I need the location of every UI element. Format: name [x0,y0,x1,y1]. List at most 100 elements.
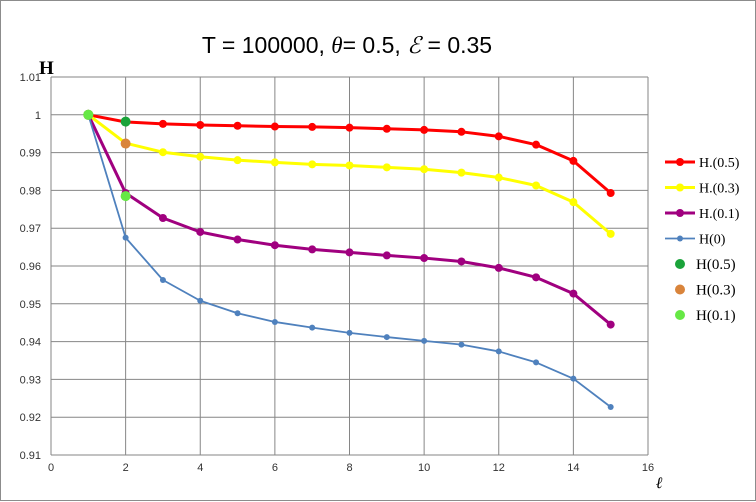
title-theta-value: = 0.5, [343,32,408,58]
title-epsilon-value: = 0.35 [421,32,492,58]
series-0-point-5 [270,122,279,131]
x-tick-label-3: 6 [272,462,278,474]
legend-label-0: H.(0.5) [699,156,740,171]
series-2-point-9 [420,254,429,263]
series-0-point-4 [233,121,242,130]
series-0-point-10 [457,127,466,136]
legend-marker-4 [675,259,685,269]
series-1-point-9 [420,165,429,174]
x-tick-label-2: 4 [197,462,203,474]
legend-marker-1 [676,183,684,192]
legend-label-4: H(0.5) [696,257,736,273]
series-2-point-3 [196,227,205,236]
x-tick-label-1: 2 [123,462,129,474]
data-series [83,109,615,410]
series-2-point-8 [382,251,391,260]
x-axis-label: ℓ [655,475,663,492]
legend-label-3: H(0) [699,233,726,248]
series-3-point-13 [570,375,577,382]
series-0-point-13 [569,156,578,165]
series-1-point-2 [158,148,167,157]
series-3-point-3 [197,297,204,304]
series-0-point-6 [308,122,317,131]
y-tick-label-3: 0.94 [20,337,41,349]
series-3-point-11 [495,348,502,355]
series-1 [84,110,615,238]
series-0-point-8 [382,124,391,133]
y-axis-label: H [39,58,54,79]
grid-lines [50,76,649,456]
series-2-point-13 [569,289,578,298]
series-2-point-11 [494,263,503,272]
series-1-point-7 [345,161,354,170]
series-2-point-7 [345,248,354,257]
x-tick-label-7: 14 [567,462,579,474]
y-tick-label-6: 0.97 [20,223,41,235]
y-tick-label-8: 0.99 [20,148,41,160]
series-5-point-1 [120,138,131,149]
legend-item-0: H.(0.5) [665,156,740,171]
series-0-point-14 [606,189,615,198]
legend-item-3: H(0) [665,233,726,248]
title-epsilon-symbol: ℰ [407,33,423,58]
y-tick-label-4: 0.95 [20,299,41,311]
legend-marker-0 [676,158,684,166]
series-3-point-5 [271,318,278,325]
legend-label-6: H(0.1) [696,308,736,324]
y-tick-label-7: 0.98 [20,185,41,197]
legend-item-5: H(0.3) [675,283,736,299]
series-6-point-0 [83,109,94,120]
series-1-point-14 [606,229,615,238]
series-0 [84,110,615,198]
x-tick-label-4: 8 [346,462,352,474]
series-2-point-4 [233,235,242,244]
legend-item-2: H.(0.1) [665,207,740,222]
legend-marker-2 [676,209,684,217]
series-3-point-10 [458,341,465,348]
series-2-point-10 [457,257,466,266]
series-0-point-2 [158,119,167,128]
series-3-point-2 [159,276,166,283]
series-4-point-1 [120,116,131,127]
legend-item-6: H(0.1) [675,308,736,324]
legend-label-1: H.(0.3) [699,182,740,197]
legend-item-4: H(0.5) [675,257,736,273]
series-2-point-5 [270,241,279,250]
series-3-point-14 [607,403,614,410]
y-tick-label-0: 0.91 [20,450,41,462]
series-3-point-9 [421,337,428,344]
y-tick-label-5: 0.96 [20,261,41,273]
series-1-point-3 [196,152,205,161]
y-tick-label-2: 0.93 [20,374,41,386]
series-1-point-8 [382,163,391,172]
legend-marker-6 [675,310,685,320]
series-2-point-2 [158,213,167,222]
x-tick-label-0: 0 [48,462,54,474]
series-6 [83,109,131,202]
x-tick-label-8: 16 [642,462,654,474]
title-lead: T = 100000, [202,32,331,58]
series-3-point-6 [309,324,316,331]
series-1-point-6 [308,160,317,169]
series-0-point-11 [494,132,503,141]
series-1-point-5 [270,158,279,167]
series-3-point-8 [383,334,390,341]
series-2-point-12 [532,273,541,282]
legend-marker-3 [677,235,683,242]
tick-labels: 0.91 0.92 0.93 0.94 0.95 0.96 0.97 0.98 0.99 1 1.0… [20,72,655,474]
series-3-point-1 [122,234,129,241]
series-0-point-12 [532,140,541,149]
series-1-point-10 [457,168,466,177]
series-3-point-4 [234,310,241,317]
series-6-point-1 [120,191,131,202]
chart-title: T = 100000, θ= 0.5, ℰ = 0.35 [202,32,492,58]
x-tick-label-6: 12 [493,462,505,474]
legend-marker-5 [675,284,685,295]
x-tick-label-5: 10 [418,462,430,474]
y-tick-label-9: 1 [35,110,41,122]
series-0-point-9 [420,125,429,134]
series-3-point-12 [533,359,540,366]
legend: H.(0.5) H.(0.3) H.(0.1) H(0) H(0.5) H(0.3) H(0… [665,156,740,324]
